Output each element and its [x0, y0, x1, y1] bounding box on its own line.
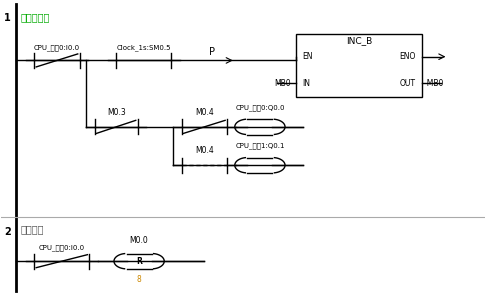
Text: INC_B: INC_B	[346, 36, 372, 45]
Text: MB0-: MB0-	[275, 79, 294, 88]
Text: M0.0: M0.0	[130, 236, 149, 245]
Text: IN: IN	[302, 79, 310, 88]
Text: -MB0: -MB0	[424, 79, 444, 88]
Text: CPU_输出0:Q0.0: CPU_输出0:Q0.0	[235, 104, 285, 111]
Text: 8: 8	[137, 275, 141, 284]
FancyBboxPatch shape	[296, 34, 422, 97]
Text: M0.4: M0.4	[195, 108, 214, 117]
Text: 程序段注释: 程序段注释	[21, 12, 50, 22]
Text: P: P	[208, 47, 215, 58]
Text: EN: EN	[302, 52, 312, 61]
Text: M0.4: M0.4	[195, 147, 214, 156]
Text: CPU_输出1:Q0.1: CPU_输出1:Q0.1	[235, 142, 285, 149]
Text: OUT: OUT	[400, 79, 416, 88]
Text: 输入注释: 输入注释	[21, 224, 44, 234]
Text: M0.3: M0.3	[107, 108, 125, 117]
Text: CPU_输入0:I0.0: CPU_输入0:I0.0	[39, 245, 85, 252]
Text: R: R	[136, 257, 142, 266]
Text: Clock_1s:SM0.5: Clock_1s:SM0.5	[117, 44, 171, 51]
Text: 2: 2	[4, 227, 11, 237]
Text: 1: 1	[4, 13, 11, 23]
Text: CPU_输入0:I0.0: CPU_输入0:I0.0	[34, 44, 80, 51]
Text: ENO: ENO	[399, 52, 416, 61]
